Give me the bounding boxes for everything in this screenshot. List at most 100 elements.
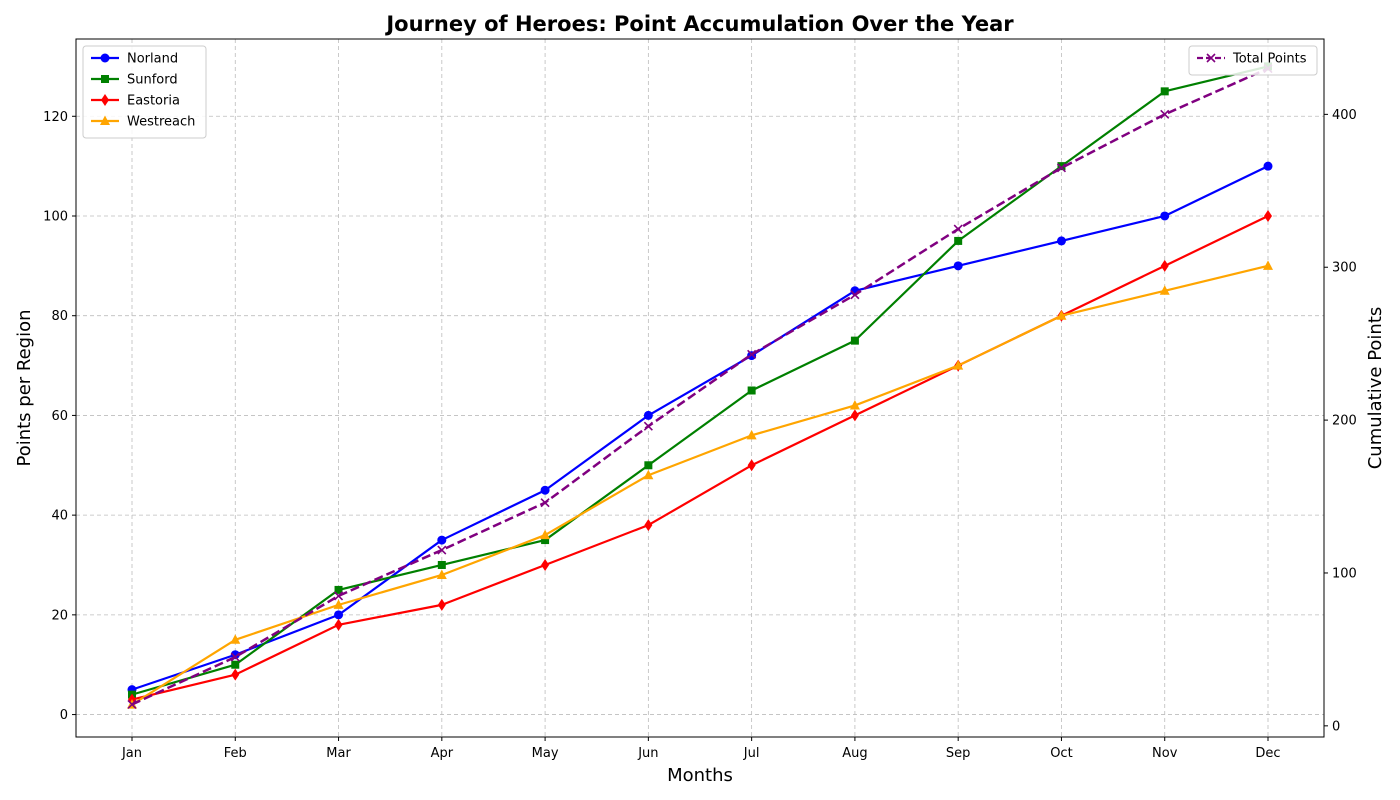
- y-tick-label: 40: [51, 509, 68, 524]
- chart-title: Journey of Heroes: Point Accumulation Ov…: [384, 12, 1014, 36]
- y-axis-label: Points per Region: [14, 309, 35, 466]
- data-point: [850, 409, 859, 422]
- data-point: [953, 261, 963, 271]
- data-point: [437, 545, 447, 555]
- x-tick-label: Sep: [946, 746, 971, 761]
- data-point: [437, 598, 446, 611]
- data-point: [850, 290, 860, 300]
- data-point: [1056, 310, 1067, 320]
- grid: [76, 39, 1324, 737]
- data-point: [333, 599, 344, 609]
- legend-label: Westreach: [127, 115, 195, 130]
- y2-axis-label: Cumulative Points: [1365, 307, 1386, 470]
- data-point: [747, 349, 757, 359]
- legend-label: Eastoria: [127, 94, 180, 109]
- x-tick-label: May: [532, 746, 559, 761]
- y2-tick-label: 300: [1332, 261, 1357, 276]
- y2-tick-label: 200: [1332, 414, 1357, 429]
- data-point: [1160, 211, 1170, 221]
- data-point: [437, 535, 447, 545]
- data-point: [333, 591, 344, 601]
- y2-tick-label: 400: [1332, 108, 1357, 123]
- legends: Norland Sunford Eastoria Westreach Total Poi…: [82, 45, 1318, 139]
- legend-label: Total Points: [1232, 52, 1307, 67]
- legend-marker: [100, 115, 110, 125]
- data-point: [1263, 260, 1273, 270]
- legend-marker: [101, 94, 109, 106]
- data-point: [954, 236, 963, 245]
- data-point: [953, 224, 963, 234]
- x-tick-label: Jul: [743, 746, 760, 761]
- data-point: [747, 459, 756, 472]
- y2-tick-label: 100: [1332, 566, 1357, 581]
- x-tick-label: Oct: [1050, 746, 1072, 761]
- data-point: [334, 610, 344, 620]
- legend: Norland Sunford Eastoria Westreach: [82, 45, 207, 139]
- data-point: [644, 461, 653, 470]
- legend-marker: [1206, 53, 1216, 63]
- data-point: [230, 652, 240, 662]
- data-point: [1263, 161, 1273, 171]
- x-tick-label: Mar: [326, 746, 351, 761]
- data-point: [747, 386, 756, 395]
- legend-box: [82, 45, 207, 139]
- data-point: [437, 560, 446, 569]
- legend-label: Sunford: [127, 73, 178, 88]
- legend: Total Points: [1188, 45, 1318, 76]
- x-tick-label: Dec: [1255, 746, 1280, 761]
- series-2: [128, 209, 1272, 706]
- y-tick-label: 60: [51, 409, 68, 424]
- y-tick-label: 100: [43, 209, 68, 224]
- data-point: [746, 429, 757, 440]
- data-point: [231, 668, 240, 681]
- series-line: [131, 65, 1269, 696]
- data-point: [849, 399, 860, 410]
- x-tick-label: Apr: [431, 746, 454, 761]
- series-line: [131, 215, 1269, 701]
- data-point: [540, 485, 550, 495]
- series-1: [128, 62, 1272, 699]
- plot-area: [75, 38, 1325, 738]
- x-tick-label: Feb: [224, 746, 247, 761]
- data-point: [1159, 285, 1170, 295]
- data-point: [1056, 236, 1066, 246]
- data-point: [334, 585, 343, 594]
- data-point: [127, 699, 137, 710]
- series-layer: [127, 62, 1273, 710]
- axis-ticks: Jan Feb Mar Apr May Jun Jul Aug Sep Oct Nov Dec 0 20 4…: [43, 108, 1357, 761]
- data-point: [1160, 259, 1169, 272]
- data-point: [540, 498, 550, 508]
- data-point: [1264, 209, 1272, 222]
- legend-marker: [101, 75, 109, 83]
- data-point: [643, 469, 654, 480]
- series-3: [127, 260, 1273, 709]
- data-point: [644, 519, 653, 532]
- y2-tick-label: 0: [1332, 719, 1340, 734]
- data-point: [850, 336, 859, 345]
- data-point: [643, 421, 653, 431]
- series-line: [131, 67, 1269, 706]
- data-point: [436, 569, 447, 579]
- x-tick-label: Aug: [842, 746, 867, 761]
- data-point: [643, 410, 653, 420]
- data-point: [541, 558, 550, 571]
- data-point: [1057, 162, 1066, 171]
- y-tick-label: 20: [51, 608, 68, 623]
- x-tick-label: Jan: [121, 746, 142, 761]
- y-tick-label: 120: [43, 110, 68, 125]
- x-tick-label: Jun: [637, 746, 658, 761]
- legend-label: Norland: [127, 52, 178, 67]
- x-axis-label: Months: [667, 765, 733, 786]
- y-tick-label: 0: [60, 708, 68, 723]
- legend-marker: [100, 53, 110, 63]
- data-point: [1160, 109, 1170, 119]
- data-point: [1160, 87, 1169, 96]
- data-point: [334, 618, 343, 631]
- data-point: [231, 660, 240, 669]
- legend-box: [1188, 45, 1318, 76]
- x-tick-label: Nov: [1152, 746, 1178, 761]
- data-point: [540, 529, 551, 540]
- y-tick-label: 80: [51, 309, 68, 324]
- series-line: [131, 165, 1269, 691]
